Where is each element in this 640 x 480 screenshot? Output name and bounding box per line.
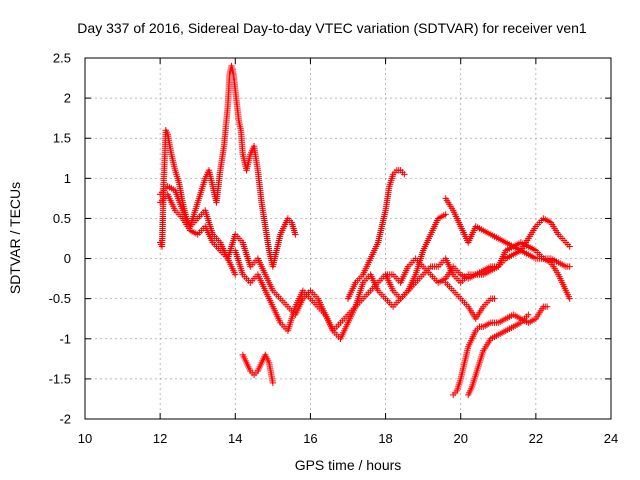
x-tick-label: 12 (153, 431, 167, 446)
y-tick-label: 0.5 (53, 211, 71, 226)
data-point (491, 295, 498, 302)
y-tick-label: 2.5 (53, 51, 71, 66)
x-tick-label: 20 (453, 431, 467, 446)
x-axis-label: GPS time / hours (295, 457, 402, 473)
series-track-j (442, 279, 498, 322)
series-track-h (450, 303, 551, 399)
series-track-e (344, 167, 408, 302)
x-tick-label: 10 (78, 431, 92, 446)
data-point (292, 231, 299, 238)
chart-title: Day 337 of 2016, Sidereal Day-to-day VTE… (77, 20, 587, 36)
data-point (232, 271, 239, 278)
series-track-c (232, 239, 573, 342)
series-track-a (156, 62, 299, 270)
x-axis-ticks: 10 12 14 16 18 20 22 24 (78, 58, 618, 446)
x-tick-label: 18 (378, 431, 392, 446)
y-axis-ticks: -2 -1.5 -1 -0.5 0 0.5 1 1.5 2 2.5 (49, 51, 611, 427)
data-points (156, 62, 573, 399)
y-tick-label: 1 (64, 171, 71, 186)
series-track-k (156, 191, 239, 278)
data-point (543, 303, 551, 310)
y-tick-label: 2 (64, 91, 71, 106)
data-point (269, 379, 277, 387)
y-axis-label: SDTVAR / TECUs (7, 182, 23, 294)
y-tick-label: -1.5 (49, 371, 71, 386)
data-point (566, 263, 573, 270)
y-tick-label: -2 (59, 412, 71, 427)
y-tick-label: 0 (64, 251, 71, 266)
series-track-g (442, 195, 573, 254)
data-point (401, 171, 408, 178)
data-point (566, 295, 573, 302)
x-tick-label: 16 (303, 431, 317, 446)
series-track-i (465, 311, 532, 399)
y-tick-label: 1.5 (53, 131, 71, 146)
series-track-f (382, 211, 449, 302)
y-tick-label: -0.5 (49, 291, 71, 306)
data-point (566, 243, 573, 250)
data-point (442, 211, 449, 218)
x-tick-label: 14 (228, 431, 242, 446)
x-tick-label: 22 (529, 431, 543, 446)
grid-lines (85, 58, 611, 419)
plot-frame (84, 57, 612, 420)
x-tick-label: 24 (604, 431, 618, 446)
series-track-d (239, 351, 277, 387)
data-point (525, 311, 532, 318)
y-tick-label: -1 (59, 331, 71, 346)
